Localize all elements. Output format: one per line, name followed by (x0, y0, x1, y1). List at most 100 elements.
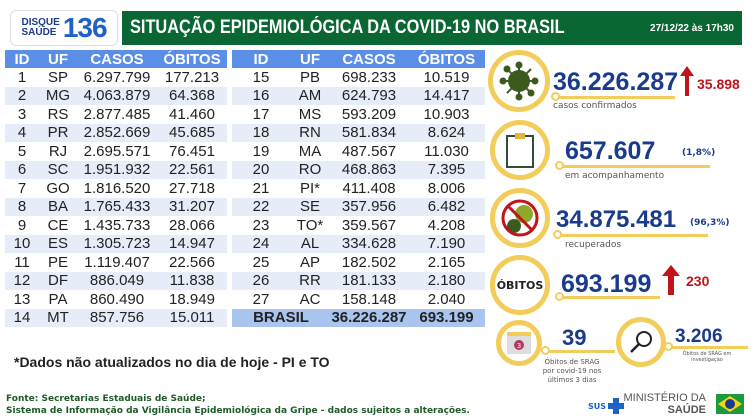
table-row: 24 AL 334.628 7.190 (232, 234, 485, 253)
cell-obitos: 31.207 (157, 197, 227, 216)
col-casos: CASOS (330, 50, 408, 68)
cell-id: 6 (5, 160, 39, 179)
cell-obitos: 15.011 (157, 308, 227, 327)
deaths-delta: 230 (686, 273, 710, 289)
cell-obitos: 45.685 (157, 123, 227, 142)
cell-casos: 487.567 (341, 142, 397, 160)
table-row: 10 ES 1.305.723 14.947 (5, 234, 227, 253)
cell-id: 24 (232, 234, 290, 253)
calendar-number: 3 (517, 342, 521, 350)
cell-obitos: 8.624 (408, 123, 485, 142)
cell-obitos: 14.417 (408, 86, 485, 105)
cell-obitos: 6.482 (408, 197, 485, 216)
col-id: ID (232, 50, 290, 68)
table-row: 27 AC 158.148 2.040 (232, 290, 485, 309)
cell-id: 20 (232, 160, 290, 179)
cell-casos: 593.209 (341, 105, 397, 123)
cell-uf: DF (39, 271, 77, 290)
total-casos: 36.226.287 (330, 308, 408, 327)
col-casos: CASOS (77, 50, 157, 68)
cell-obitos: 14.947 (157, 234, 227, 253)
obitos-badge: ÓBITOS (490, 255, 550, 315)
brazil-flag-icon (716, 394, 744, 414)
cell-obitos: 64.368 (157, 86, 227, 105)
table-row: 19 MA 487.567 11.030 (232, 142, 485, 161)
cell-obitos: 7.190 (408, 234, 485, 253)
logo-line1: DISQUE (21, 17, 60, 28)
cell-casos: 158.148 (341, 290, 397, 308)
col-uf: UF (39, 50, 77, 68)
cell-uf: RO (290, 160, 330, 179)
cell-casos: 2.852.669 (77, 123, 157, 142)
cell-casos: 181.133 (330, 271, 408, 290)
cell-id: 16 (232, 86, 290, 105)
cell-casos: 886.049 (77, 271, 157, 290)
table-row: 9 CE 1.435.733 28.066 (5, 216, 227, 235)
cell-obitos: 7.395 (408, 160, 485, 179)
cell-obitos: 22.566 (169, 253, 215, 271)
cell-uf: PE (47, 253, 68, 271)
cell-uf: AP (299, 253, 320, 271)
cell-casos: 182.502 (341, 253, 397, 271)
table-row: 7 GO 1.816.520 27.718 (5, 179, 227, 198)
title-bar: SITUAÇÃO EPIDEMIOLÓGICA DA COVID-19 NO B… (122, 11, 742, 45)
deaths-value: 693.199 (561, 270, 652, 298)
cell-id: 1 (17, 68, 27, 86)
table-row: 13 PA 860.490 18.949 (5, 290, 227, 309)
cell-casos: 359.567 (341, 216, 397, 234)
table-row: 16 AM 624.793 14.417 (232, 86, 485, 105)
cell-casos: 698.233 (341, 68, 397, 86)
cell-uf: SP (47, 68, 68, 86)
cell-uf: RJ (48, 142, 68, 160)
col-id: ID (5, 50, 39, 68)
states-table-left: ID UF CASOS ÓBITOS 1 SP 6.297.799 177.213 2 M… (5, 50, 227, 327)
cell-uf: MS (298, 105, 322, 123)
cell-uf: MG (39, 86, 77, 105)
srag-label: Óbitos de SRAG por covid-19 nos últimos … (542, 358, 602, 384)
cell-id: 5 (17, 142, 27, 160)
cell-obitos: 8.006 (427, 179, 466, 197)
cell-casos: 6.297.799 (83, 68, 151, 86)
cell-id: 19 (252, 142, 270, 160)
logo-line2: SAÚDE (21, 27, 57, 38)
cell-obitos: 11.838 (157, 271, 227, 290)
table-row: 17 MS 593.209 10.903 (232, 105, 485, 124)
virus-icon (488, 50, 550, 112)
cell-casos: 581.834 (330, 123, 408, 142)
no-virus-icon (490, 188, 550, 248)
cell-id: 14 (5, 308, 39, 327)
monitoring-label: em acompanhamento (565, 171, 665, 181)
col-uf: UF (290, 50, 330, 68)
cell-id: 21 (252, 179, 270, 197)
footnote: *Dados não atualizados no dia de hoje - … (14, 354, 330, 370)
cell-casos: 857.756 (77, 308, 157, 327)
table-row: 25 AP 182.502 2.165 (232, 253, 485, 272)
cell-casos: 334.628 (330, 234, 408, 253)
cell-id: 2 (5, 86, 39, 105)
clipboard-icon (490, 120, 550, 180)
confirmed-label: casos confirmados (553, 101, 637, 111)
states-table-right: ID UF CASOS ÓBITOS 15 PB 698.233 10.519 16 AM… (232, 50, 485, 327)
investigation-value: 3.206 (675, 326, 723, 347)
confirmed-value: 36.226.287 (553, 68, 679, 96)
cell-uf: BA (39, 197, 77, 216)
table-row: 12 DF 886.049 11.838 (5, 271, 227, 290)
col-obitos: ÓBITOS (157, 50, 227, 68)
cell-obitos: 76.451 (169, 142, 215, 160)
disque-saude-logo: DISQUE SAÚDE 136 (10, 10, 118, 46)
ministry-logo: MINISTÉRIO DA SAÚDE (620, 392, 706, 416)
cell-uf: GO (46, 179, 70, 197)
table-row: 11 PE 1.119.407 22.566 (5, 253, 227, 272)
cell-casos: 860.490 (89, 290, 145, 308)
total-row: BRASIL 36.226.287 693.199 (232, 308, 485, 327)
cell-id: 8 (5, 197, 39, 216)
cell-id: 27 (252, 290, 270, 308)
cell-id: 15 (252, 68, 270, 86)
table-row: 3 RS 2.877.485 41.460 (5, 105, 227, 124)
cell-casos: 2.877.485 (83, 105, 151, 123)
monitoring-value: 657.607 (565, 137, 656, 165)
table-row: 2 MG 4.063.879 64.368 (5, 86, 227, 105)
cell-obitos: 177.213 (164, 68, 220, 86)
ministry-line2: SAÚDE (667, 404, 706, 416)
cell-casos: 468.863 (330, 160, 408, 179)
